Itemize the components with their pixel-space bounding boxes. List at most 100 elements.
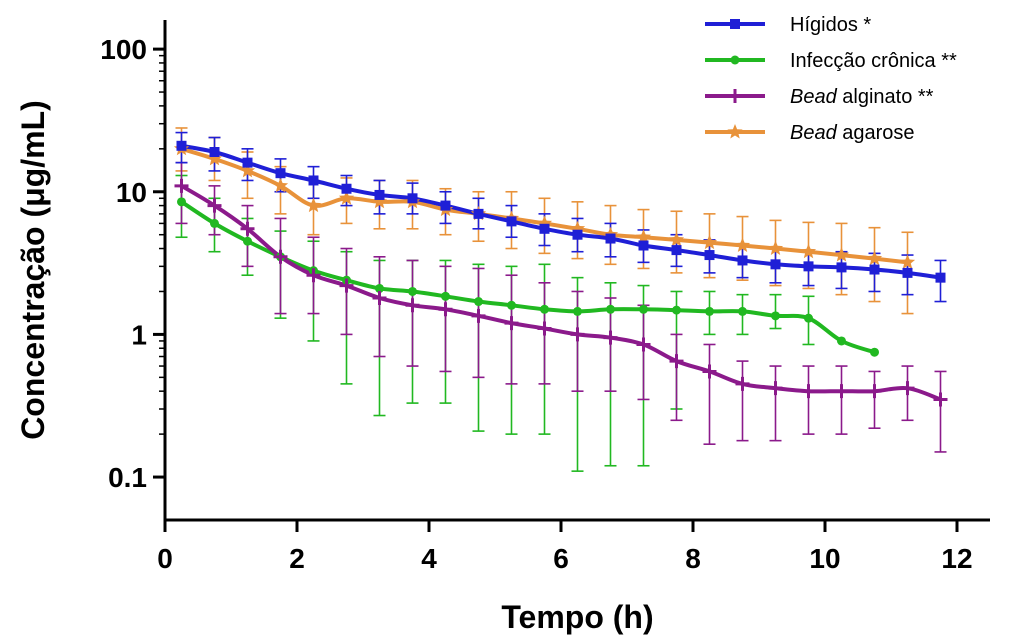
series-3-point	[833, 247, 850, 262]
series-3-point	[734, 237, 751, 252]
series-0-point	[407, 193, 418, 204]
series-2-error-bar	[670, 333, 683, 422]
legend-swatch-marker	[730, 55, 740, 65]
legend: Hígidos * Infecção crônica ** Bead alginat…	[705, 14, 957, 144]
series-1-point	[738, 306, 747, 316]
series-3-point	[767, 240, 784, 255]
legend-entry: Infecção crônica **	[705, 50, 957, 72]
legend-entry: Bead agarose	[705, 122, 915, 144]
series-2-point	[306, 268, 321, 283]
series-3-point	[866, 250, 883, 266]
series-2-error-bar	[802, 365, 815, 435]
series-2-point	[603, 330, 618, 345]
series-3-point	[239, 162, 256, 178]
legend-entry: Bead alginato **	[705, 86, 934, 108]
series-1-point	[243, 236, 252, 246]
series-3-point	[668, 231, 685, 247]
series-0-point	[572, 229, 583, 240]
series-2-point	[636, 337, 651, 352]
series-2-error-bar	[241, 204, 254, 268]
x-tick-label: 8	[685, 543, 701, 574]
series-2-point	[174, 178, 189, 193]
series-1-point	[507, 300, 516, 310]
series-3-point	[272, 177, 289, 193]
series-2-error-bar	[637, 304, 650, 401]
series-0-point	[803, 261, 814, 272]
series-2-error-bar	[736, 360, 749, 442]
series-0-point	[506, 216, 517, 227]
series-1-point	[804, 313, 813, 323]
series-2-point	[339, 278, 354, 293]
series-1-point	[408, 286, 417, 296]
series-2-line	[179, 183, 943, 402]
series-2-error-bar	[934, 370, 947, 453]
series-3-point	[338, 190, 355, 205]
markers-layer	[173, 140, 948, 407]
series-0-point	[704, 250, 715, 261]
series-0-point	[374, 189, 385, 200]
series-1-point	[177, 197, 186, 207]
y-tick-label: 0.1	[108, 462, 147, 493]
legend-label: Bead agarose	[790, 122, 915, 144]
series-2-error-bar	[868, 370, 881, 430]
series-3-point	[536, 215, 553, 230]
series-0-point	[770, 259, 781, 270]
series-1-point	[441, 291, 450, 301]
legend-swatch-marker	[730, 19, 740, 29]
series-2-point	[273, 249, 288, 264]
series-1-point	[474, 297, 483, 307]
series-2-point	[867, 384, 882, 399]
series-2-point	[933, 392, 948, 407]
series-0-point	[209, 147, 220, 158]
series-2-error-bar	[439, 265, 452, 373]
series-2-point	[900, 381, 915, 396]
series-0-line	[179, 143, 943, 280]
series-0-point	[836, 262, 847, 273]
series-2-error-bar	[274, 217, 287, 315]
series-lines-layer	[179, 143, 943, 402]
series-2-error-bar	[835, 365, 848, 435]
series-1-point	[705, 306, 714, 316]
series-2-error-bar	[175, 161, 188, 225]
ticks-layer: 0 2 4 6 8 10 12 0.1 1 10 100	[100, 34, 972, 574]
series-3-point	[305, 197, 322, 213]
series-2-point	[768, 381, 783, 396]
series-3-point	[899, 254, 916, 269]
series-0-point	[935, 272, 946, 283]
series-2-error-bar	[703, 343, 716, 445]
y-tick-label: 1	[131, 319, 147, 350]
legend-swatch-marker	[727, 124, 743, 139]
series-1-point	[870, 347, 879, 357]
series-3-point	[701, 234, 718, 250]
series-0-point	[242, 157, 253, 168]
legend-label: Hígidos *	[790, 14, 871, 36]
x-tick-label: 2	[289, 543, 305, 574]
legend-label: Infecção crônica **	[790, 50, 957, 72]
series-0-point	[869, 264, 880, 275]
series-2-point	[372, 290, 387, 305]
series-2-point	[240, 221, 255, 236]
series-0-point	[473, 208, 484, 219]
series-2-point	[702, 364, 717, 379]
series-1-point	[672, 305, 681, 315]
series-0-point	[341, 183, 352, 194]
series-3-point	[371, 193, 388, 209]
x-tick-label: 0	[157, 543, 173, 574]
series-2-point	[735, 376, 750, 391]
legend-label: Bead alginato **	[790, 86, 934, 108]
series-0-point	[440, 200, 451, 211]
series-2-error-bar	[472, 267, 485, 379]
series-2-error-bar	[406, 259, 419, 367]
series-3-point	[569, 220, 586, 236]
series-1-line	[179, 199, 877, 355]
series-0-point	[737, 255, 748, 266]
series-1-point	[210, 218, 219, 228]
series-0-point	[539, 223, 550, 234]
x-tick-label: 4	[421, 543, 437, 574]
series-2-point	[405, 298, 420, 313]
series-3-point	[635, 229, 652, 244]
series-3-point	[800, 243, 817, 259]
series-2-point	[801, 384, 816, 399]
error-bars-layer	[175, 127, 947, 472]
